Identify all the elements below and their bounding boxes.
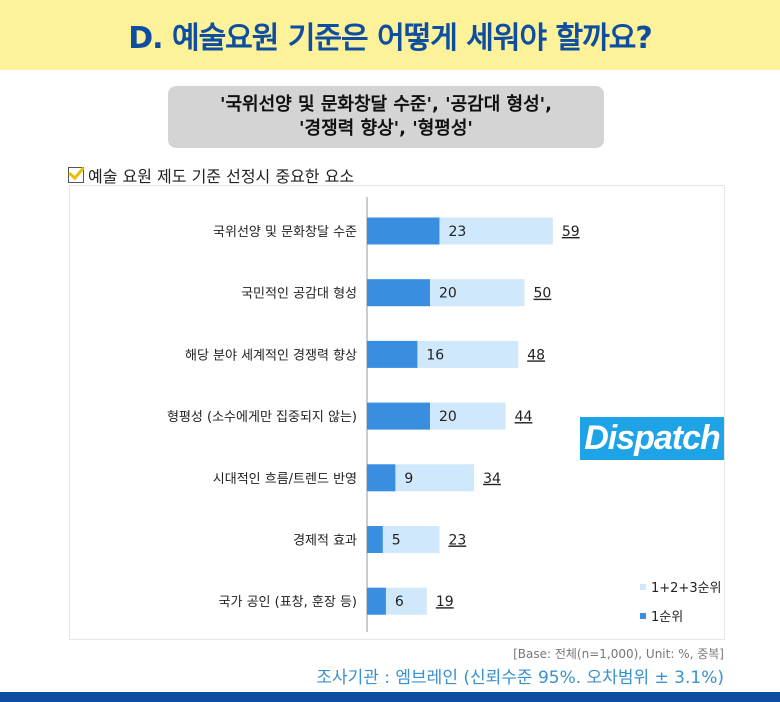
- chart-title-row: 예술 요원 제도 기준 선정시 중요한 요소: [68, 163, 354, 187]
- value-label-total: 44: [515, 409, 533, 425]
- value-label-total: 59: [562, 224, 580, 240]
- chart-frame: [69, 185, 725, 640]
- value-label-first: 9: [404, 471, 413, 487]
- legend-item-first: 1순위: [640, 606, 683, 625]
- category-label: 형평성 (소수에게만 집중되지 않는): [167, 410, 357, 425]
- value-label-first: 6: [395, 594, 404, 610]
- legend-swatch: [640, 583, 646, 590]
- bar-first: [367, 217, 440, 245]
- bottom-bar: [0, 692, 780, 702]
- category-label: 경제적 효과: [293, 534, 357, 549]
- bar-first: [367, 464, 396, 492]
- legend-swatch: [640, 612, 646, 619]
- category-label: 국가 공인 (표창, 훈장 등): [219, 595, 357, 610]
- category-label: 국위선양 및 문화창달 수준: [213, 225, 357, 240]
- bar-first: [367, 587, 386, 615]
- subtitle-line1: '국위선양 및 문화창달 수준', '공감대 형성',: [219, 94, 552, 115]
- subtitle-box: '국위선양 및 문화창달 수준', '공감대 형성', '경쟁력 향상', '형평…: [168, 86, 604, 148]
- value-label-total: 19: [436, 594, 454, 610]
- value-label-total: 34: [483, 471, 501, 487]
- header: D. 예술요원 기준은 어떻게 세워야 할까요?: [0, 0, 780, 70]
- legend-item-total: 1+2+3순위: [640, 577, 722, 596]
- category-label: 해당 분야 세계적인 경쟁력 향상: [185, 348, 357, 363]
- source-note: 조사기관 : 엠브레인 (신뢰수준 95%. 오차범위 ± 3.1%): [316, 668, 724, 688]
- category-label: 시대적인 흐름/트렌드 반영: [213, 472, 357, 487]
- base-note: [Base: 전체(n=1,000), Unit: %, 중복]: [513, 647, 724, 661]
- bar-first: [367, 402, 430, 430]
- bar-first: [367, 279, 430, 307]
- value-label-total: 50: [534, 286, 552, 302]
- legend-label: 1순위: [651, 610, 684, 625]
- value-label-total: 23: [448, 533, 466, 549]
- value-label-first: 20: [439, 286, 457, 302]
- category-label: 국민적인 공감대 형성: [241, 287, 357, 302]
- subtitle-line2: '경쟁력 향상', '형평성': [299, 118, 473, 139]
- legend-label: 1+2+3순위: [651, 581, 722, 596]
- checkbox-icon: [68, 167, 84, 183]
- value-label-first: 20: [439, 409, 457, 425]
- dispatch-logo: Dispatch: [580, 417, 724, 460]
- value-label-first: 16: [426, 347, 444, 363]
- chart-title: 예술 요원 제도 기준 선정시 중요한 요소: [88, 167, 355, 186]
- value-label-first: 5: [392, 533, 401, 549]
- value-label-total: 48: [527, 347, 545, 363]
- bar-first: [367, 340, 418, 368]
- bar-first: [367, 526, 383, 553]
- value-label-first: 23: [448, 224, 466, 240]
- page-title: D. 예술요원 기준은 어떻게 세워야 할까요?: [128, 21, 653, 56]
